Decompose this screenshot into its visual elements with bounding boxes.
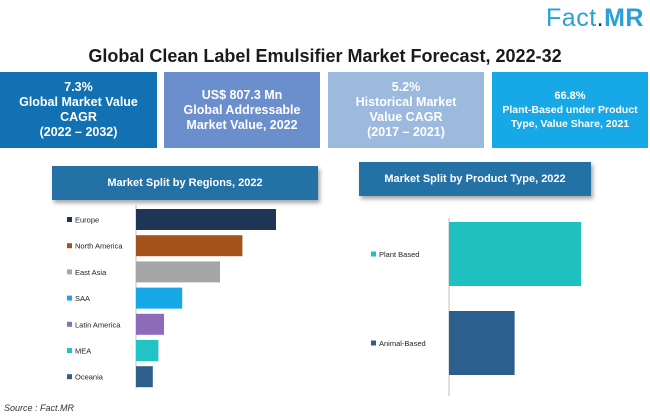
regions-category-label: SAA [75, 294, 90, 303]
regions-legend-marker [67, 243, 72, 249]
product-bar-plant-based [449, 222, 581, 286]
kpi-1-line-2: Global Market Value [19, 95, 138, 109]
factmr-logo: Fact.MR [546, 4, 644, 32]
product-category-label: Plant Based [379, 250, 419, 259]
product-legend-marker [371, 251, 376, 257]
kpi-1-line-4: (2022 – 2032) [39, 125, 118, 139]
source-note: Source : Fact.MR [4, 403, 75, 413]
kpi-3-line-1: 5.2% [391, 80, 421, 94]
regions-bar-east-asia [136, 261, 220, 283]
kpi-2-line-3: Market Value, 2022 [186, 117, 298, 132]
kpi-1-line-1: 7.3% [64, 80, 93, 94]
product-chart-title: Market Split by Product Type, 2022 [384, 173, 566, 185]
kpi-4-line-1: 66.8% [554, 90, 586, 102]
regions-category-label: North America [75, 242, 123, 251]
regions-legend-marker [67, 269, 72, 275]
regions-category-label: MEA [75, 347, 91, 356]
regions-bar-oceania [136, 366, 153, 388]
kpi-2-line-1: US$ 807.3 Mn [201, 87, 283, 102]
kpi-4-line-3: Type, Value Share, 2021 [510, 118, 630, 130]
regions-chart-title: Market Split by Regions, 2022 [107, 177, 263, 189]
kpi-4-line-2: Plant-Based under Product [502, 104, 638, 116]
kpi-box-1: 7.3% Global Market Value CAGR (2022 – 2032) [0, 72, 157, 148]
kpi-3-line-3: Value CAGR [369, 110, 443, 124]
regions-legend-marker [67, 348, 72, 353]
kpi-3-line-2: Historical Market [355, 95, 457, 109]
regions-category-label: Europe [75, 216, 99, 225]
regions-bar-latin-america [136, 313, 164, 335]
regions-bar-saa [136, 287, 183, 309]
page-title: Global Clean Label Emulsifier Market For… [88, 46, 562, 66]
logo-text-mr: MR [604, 4, 644, 32]
regions-legend-marker [67, 321, 72, 327]
regions-chart-header: Market Split by Regions, 2022 [52, 166, 318, 200]
kpi-box-4: 66.8% Plant-Based under Product Type, Valu… [492, 72, 648, 148]
kpi-2-line-2: Global Addressable [183, 102, 301, 117]
product-chart-header: Market Split by Product Type, 2022 [359, 162, 591, 196]
product-bar-animal-based [449, 311, 515, 375]
regions-bar-europe [136, 209, 276, 230]
kpi-3-line-4: (2017 – 2021) [367, 125, 445, 139]
logo-dot: . [596, 4, 605, 32]
regions-category-label: Oceania [75, 373, 104, 382]
product-category-label: Animal-Based [379, 339, 426, 348]
regions-category-label: Latin America [75, 320, 121, 329]
regions-legend-marker [67, 217, 72, 222]
kpi-box-3: 5.2% Historical Market Value CAGR (2017 – 2… [328, 72, 484, 148]
regions-bar-north-america [136, 235, 243, 257]
regions-bar-mea [136, 340, 159, 361]
logo-text-fact: Fact [546, 4, 597, 32]
kpi-1-line-3: CAGR [60, 110, 97, 124]
kpi-box-2: US$ 807.3 Mn Global Addressable Market Val… [164, 72, 320, 148]
regions-legend-marker [67, 374, 72, 380]
product-legend-marker [371, 340, 376, 346]
regions-legend-marker [67, 295, 72, 301]
regions-category-label: East Asia [75, 268, 107, 277]
